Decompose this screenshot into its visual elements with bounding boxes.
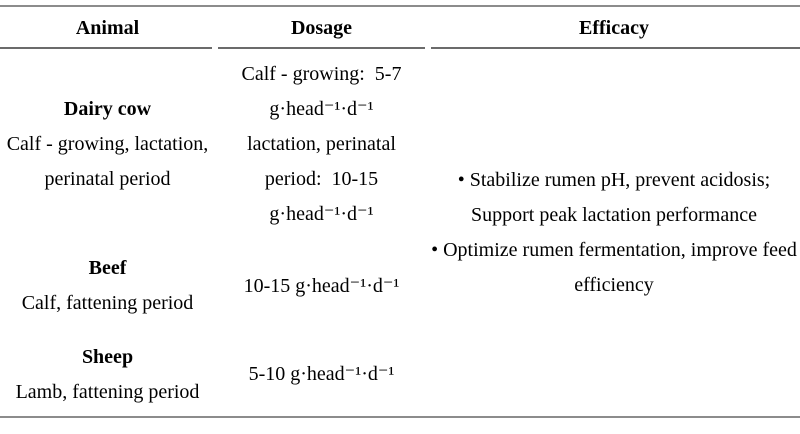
- header-row: Animal Dosage Efficacy: [0, 6, 800, 49]
- efficacy-line: • Stabilize rumen pH, prevent acidosis;: [457, 168, 771, 191]
- dosage-cell-beef: 10-15 g·head⁻¹·d⁻¹: [215, 239, 428, 333]
- table-row-beef: Beef Calf, fattening period 10-15 g·head…: [0, 239, 800, 333]
- dosage-line: 5-10 g·head⁻¹·d⁻¹: [248, 363, 395, 385]
- animal-detail: Calf - growing, lactation,: [6, 132, 209, 155]
- animal-cell-sheep: Sheep Lamb, fattening period: [0, 333, 215, 417]
- dosage-line: g·head⁻¹·d⁻¹: [269, 97, 374, 120]
- column-header-efficacy: Efficacy: [428, 6, 800, 49]
- dosage-line: g·head⁻¹·d⁻¹: [269, 202, 374, 225]
- dosage-line: 10-15 g·head⁻¹·d⁻¹: [243, 274, 400, 297]
- animal-detail: Calf, fattening period: [21, 292, 194, 314]
- animal-detail: perinatal period: [44, 167, 171, 190]
- dosage-cell-dairy-cow: Calf - growing: 5-7 g·head⁻¹·d⁻¹ lactati…: [215, 49, 428, 239]
- animal-detail: Lamb, fattening period: [15, 380, 200, 403]
- efficacy-line: • Optimize rumen fermentation, improve f…: [431, 238, 797, 261]
- animal-name: Sheep: [81, 345, 134, 368]
- dosage-efficacy-table: Animal Dosage Efficacy Dairy cow Calf - …: [0, 5, 800, 418]
- efficacy-line: efficiency: [574, 273, 654, 296]
- column-header-animal: Animal: [0, 6, 215, 49]
- efficacy-line: Support peak lactation performance: [471, 203, 757, 226]
- animal-name: Beef: [88, 257, 127, 279]
- animal-cell-beef: Beef Calf, fattening period: [0, 239, 215, 333]
- column-header-dosage: Dosage: [215, 6, 428, 49]
- table-row-dairy-cow: Dairy cow Calf - growing, lactation, per…: [0, 49, 800, 296]
- paper-table-figure: Animal Dosage Efficacy Dairy cow Calf - …: [0, 5, 800, 434]
- animal-name: Dairy cow: [63, 97, 152, 120]
- efficacy-cell: • Stabilize rumen pH, prevent acidosis; …: [428, 49, 800, 417]
- table-row-sheep: Sheep Lamb, fattening period 5-10 g·head…: [0, 333, 800, 417]
- dosage-cell-sheep: 5-10 g·head⁻¹·d⁻¹: [215, 333, 428, 417]
- dosage-line: lactation, perinatal: [247, 132, 396, 155]
- animal-cell-dairy-cow: Dairy cow Calf - growing, lactation, per…: [0, 49, 215, 239]
- dosage-line: Calf - growing: 5-7: [241, 62, 402, 85]
- dosage-line: period: 10-15: [264, 167, 379, 190]
